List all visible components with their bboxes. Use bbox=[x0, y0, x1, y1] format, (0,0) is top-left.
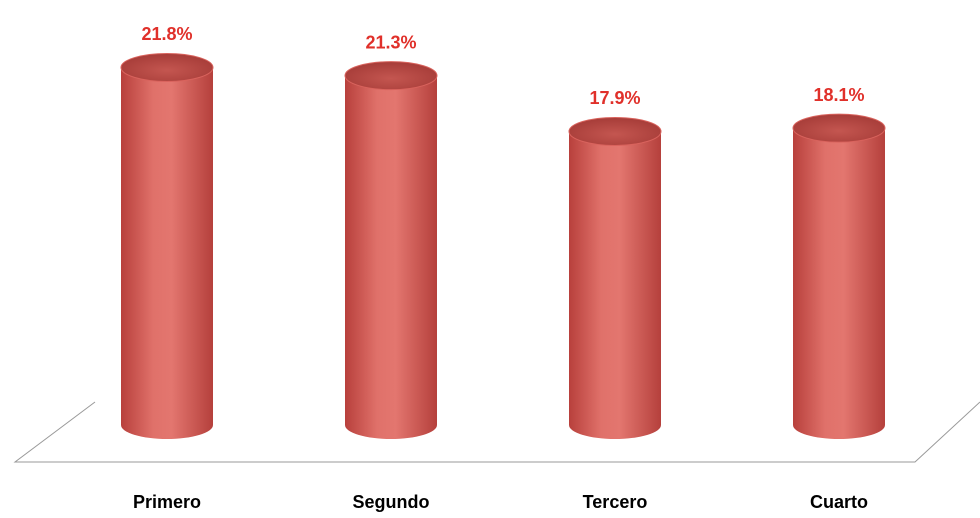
cylinder-top bbox=[792, 113, 886, 143]
cylinder-body bbox=[121, 67, 213, 439]
value-label: 21.8% bbox=[141, 24, 192, 44]
cylinder-top bbox=[344, 61, 438, 91]
floor bbox=[13, 401, 980, 463]
x-tick-label: Primero bbox=[133, 492, 201, 512]
x-tick-label: Segundo bbox=[353, 492, 430, 512]
cylinder-top bbox=[120, 52, 214, 82]
cylinder-top bbox=[568, 116, 662, 146]
value-label: 21.3% bbox=[365, 32, 416, 52]
cylinder-body bbox=[793, 128, 885, 439]
x-tick-label: Cuarto bbox=[810, 492, 868, 512]
x-tick-label: Tercero bbox=[583, 492, 648, 512]
value-label: 17.9% bbox=[589, 88, 640, 108]
cylinder-body bbox=[569, 131, 661, 439]
value-label: 18.1% bbox=[813, 85, 864, 105]
cylinder-body bbox=[345, 75, 437, 440]
